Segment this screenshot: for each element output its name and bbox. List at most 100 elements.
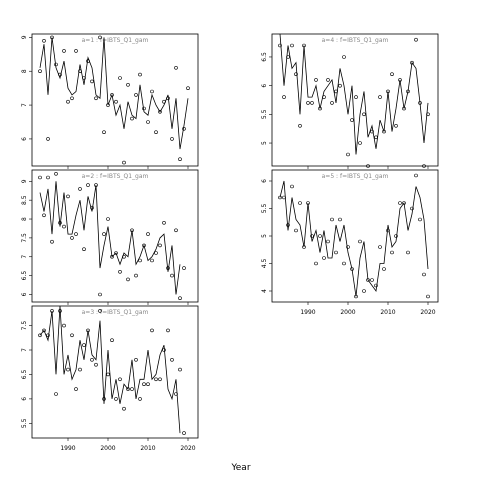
observed-point: [42, 213, 46, 218]
observed-point: [162, 348, 166, 352]
panel-5: a=5 : f=IBTS_Q1_gam 4 4.5 5 5.5 6 1990 2000 2010…: [261, 169, 439, 316]
observed-point: [306, 201, 310, 205]
observed-point: [382, 267, 386, 271]
observed-point: [82, 343, 86, 347]
observed-point: [134, 357, 138, 362]
observed-point: [326, 78, 330, 82]
observed-point: [130, 116, 134, 121]
observed-point: [422, 164, 426, 168]
observed-point: [54, 392, 58, 396]
observed-point: [78, 187, 82, 191]
observed-point: [150, 328, 154, 333]
x-axis-title: Year: [230, 463, 250, 473]
observed-point: [398, 78, 402, 82]
panel-frame: [31, 169, 199, 303]
observed-point: [146, 232, 150, 236]
panel-frame: [31, 33, 199, 167]
observed-point: [134, 273, 138, 278]
observed-point: [38, 175, 42, 180]
observed-point: [142, 106, 146, 111]
observed-point: [174, 392, 178, 396]
panel-frame: [271, 33, 439, 167]
observed-point: [402, 201, 406, 205]
observed-point: [318, 234, 322, 238]
observed-point: [322, 256, 326, 260]
observed-point: [334, 250, 338, 255]
observed-point: [302, 245, 306, 249]
panel-label: a=3 : f=IBTS_Q1_gam: [82, 309, 149, 316]
observed-point: [42, 38, 46, 43]
observed-point: [82, 247, 86, 251]
observed-point: [98, 309, 102, 313]
y-tick-label: 7: [21, 103, 28, 107]
panel-3: a=3 : f=IBTS_Q1_gam 5.5 6 6.5 7 7.5 1990 2000 20…: [21, 305, 199, 452]
y-tick-label: 7: [21, 255, 28, 259]
observed-point: [182, 127, 186, 131]
observed-point: [90, 205, 94, 210]
observed-point: [342, 55, 346, 59]
observed-point: [94, 362, 98, 367]
observed-point: [350, 267, 354, 271]
observed-point: [330, 217, 334, 222]
observed-point: [158, 243, 162, 248]
observed-point: [114, 99, 118, 104]
y-tick-label: 5: [261, 141, 268, 145]
observed-point: [382, 129, 386, 134]
observed-point: [286, 55, 290, 59]
observed-point: [366, 278, 370, 282]
panel-2: a=2 : f=IBTS_Q1_gam 6 6.5 7 7.5 8 8.5 9: [21, 169, 199, 305]
observed-point: [70, 333, 74, 338]
observed-point: [322, 95, 326, 99]
observed-point: [418, 217, 422, 222]
observed-point: [370, 129, 374, 134]
observed-point: [426, 294, 430, 299]
observed-point: [118, 76, 122, 80]
y-tick-label: 6: [21, 137, 28, 141]
observed-point: [414, 173, 418, 178]
observed-point: [326, 239, 330, 244]
observed-point: [378, 245, 382, 249]
observed-point: [86, 59, 90, 63]
observed-point: [74, 232, 78, 236]
x-tick-label: 2020: [180, 445, 195, 452]
observed-point: [62, 224, 66, 229]
x-tick-label: 2010: [140, 445, 155, 452]
y-tick-label: 5: [261, 234, 268, 238]
panel-4: a=4 : f=IBTS_Q1_gam 5 5.5 6 6.5: [261, 33, 439, 169]
observed-point: [58, 309, 62, 313]
observed-point: [142, 243, 146, 248]
panel-frame: [31, 305, 199, 439]
observed-point: [46, 333, 50, 338]
panel-label: a=2 : f=IBTS_Q1_gam: [82, 173, 149, 180]
observed-point: [338, 217, 342, 222]
observed-point: [106, 217, 110, 221]
y-tick-label: 4: [261, 289, 268, 293]
observed-point: [86, 183, 90, 187]
observed-point: [126, 277, 130, 282]
observed-point: [278, 43, 282, 48]
observed-point: [110, 338, 114, 343]
observed-point: [38, 333, 42, 338]
observed-point: [138, 258, 142, 263]
observed-point: [154, 251, 158, 255]
y-tick-label: 5.5: [261, 204, 268, 214]
observed-point: [354, 294, 358, 299]
observed-point: [58, 72, 62, 77]
observed-point: [362, 112, 366, 117]
observed-point: [126, 83, 130, 87]
observed-point: [358, 141, 362, 145]
observed-point: [126, 387, 130, 391]
y-tick-label: 8: [21, 69, 28, 73]
observed-point: [94, 183, 98, 187]
observed-point: [310, 234, 314, 238]
fitted-line: [39, 305, 181, 434]
observed-point: [98, 35, 102, 40]
observed-point: [290, 184, 294, 189]
observed-point: [170, 137, 174, 141]
observed-point: [138, 397, 142, 401]
y-tick-label: 6.5: [261, 52, 268, 62]
panel-label: a=5 : f=IBTS_Q1_gam: [322, 173, 389, 180]
observed-point: [410, 60, 414, 65]
observed-point: [54, 172, 58, 176]
